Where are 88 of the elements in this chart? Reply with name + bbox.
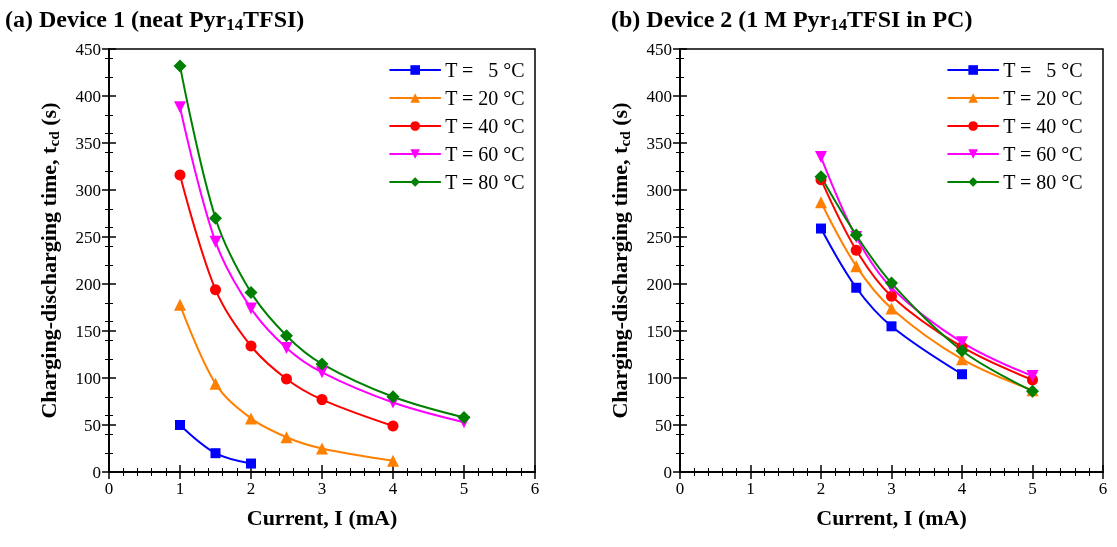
y-axis-title: Charging-discharging time, tcd (s) xyxy=(36,102,62,419)
point xyxy=(174,101,186,114)
legend-label: T = 20 °C xyxy=(445,87,525,109)
legend-label: T = 40 °C xyxy=(445,115,525,137)
point xyxy=(245,412,257,425)
point xyxy=(246,458,256,469)
x-tick-label: 5 xyxy=(459,479,469,498)
y-tick-label: 400 xyxy=(75,86,101,106)
y-tick-label: 350 xyxy=(646,133,672,153)
point xyxy=(886,290,897,302)
y-tick-label: 50 xyxy=(655,415,672,435)
point xyxy=(816,223,826,234)
legend-label: T = 40 °C xyxy=(1003,115,1083,137)
point xyxy=(886,321,897,332)
y-tick-label: 100 xyxy=(75,368,101,388)
point xyxy=(209,377,222,390)
point xyxy=(457,410,471,424)
x-tick-label: 0 xyxy=(104,479,114,498)
point xyxy=(281,373,292,385)
point xyxy=(815,151,827,164)
legend-label: T = 20 °C xyxy=(1003,87,1083,109)
x-tick-label: 1 xyxy=(175,479,185,498)
y-tick-label: 450 xyxy=(646,39,672,59)
x-tick-label: 4 xyxy=(388,479,398,498)
point xyxy=(209,235,222,248)
point xyxy=(814,170,828,184)
point xyxy=(850,260,863,273)
point xyxy=(280,329,293,343)
y-tick-label: 100 xyxy=(646,368,672,388)
y-tick-label: 250 xyxy=(75,227,101,247)
point xyxy=(957,369,967,380)
x-tick-label: 3 xyxy=(317,479,327,498)
y-tick-label: 0 xyxy=(663,462,672,482)
point xyxy=(244,285,258,299)
legend-label: T = 5 °C xyxy=(445,59,525,81)
point xyxy=(885,302,898,315)
point xyxy=(280,341,293,354)
y-tick-label: 150 xyxy=(646,321,672,341)
x-tick-label: 5 xyxy=(1028,479,1037,498)
point xyxy=(315,357,329,371)
y-tick-label: 400 xyxy=(646,86,672,106)
legend-label: T = 60 °C xyxy=(1003,143,1083,165)
point xyxy=(387,420,399,432)
x-tick-label: 4 xyxy=(957,479,967,498)
point xyxy=(851,282,862,293)
y-tick-label: 50 xyxy=(84,415,101,435)
y-tick-label: 200 xyxy=(75,274,101,294)
point xyxy=(210,284,221,296)
point xyxy=(386,390,400,404)
y-tick-label: 450 xyxy=(75,39,101,59)
x-tick-label: 2 xyxy=(246,479,256,498)
point xyxy=(210,448,221,459)
point xyxy=(280,431,293,444)
y-tick-label: 300 xyxy=(646,180,672,200)
point xyxy=(316,442,328,455)
x-tick-label: 6 xyxy=(530,479,540,498)
point xyxy=(174,298,186,311)
point xyxy=(1026,370,1039,383)
y-tick-label: 350 xyxy=(75,133,101,153)
x-tick-label: 0 xyxy=(675,479,685,498)
point xyxy=(387,454,399,467)
point xyxy=(245,302,257,315)
legend-label: T = 5 °C xyxy=(1003,59,1083,81)
point xyxy=(955,344,969,358)
x-axis-title: Current, I (mA) xyxy=(816,504,967,530)
y-tick-label: 300 xyxy=(75,180,101,200)
point xyxy=(316,394,328,406)
x-tick-label: 1 xyxy=(746,479,755,498)
x-tick-label: 6 xyxy=(1098,479,1108,498)
y-axis-title: Charging-discharging time, tcd (s) xyxy=(607,102,633,419)
y-tick-label: 150 xyxy=(75,321,101,341)
point xyxy=(175,420,185,430)
x-tick-label: 3 xyxy=(887,479,896,498)
point xyxy=(815,196,827,209)
y-tick-label: 200 xyxy=(646,274,672,294)
point xyxy=(174,169,186,181)
point xyxy=(245,340,257,352)
y-tick-label: 250 xyxy=(646,227,672,247)
legend-label: T = 60 °C xyxy=(445,143,525,165)
legend-label: T = 80 °C xyxy=(1003,171,1083,193)
point xyxy=(885,276,898,290)
point xyxy=(173,59,187,73)
x-axis-title: Current, I (mA) xyxy=(246,504,398,530)
legend-label: T = 80 °C xyxy=(445,171,525,193)
point xyxy=(850,244,862,256)
point xyxy=(209,211,222,225)
y-tick-label: 0 xyxy=(92,462,101,482)
x-tick-label: 2 xyxy=(816,479,826,498)
